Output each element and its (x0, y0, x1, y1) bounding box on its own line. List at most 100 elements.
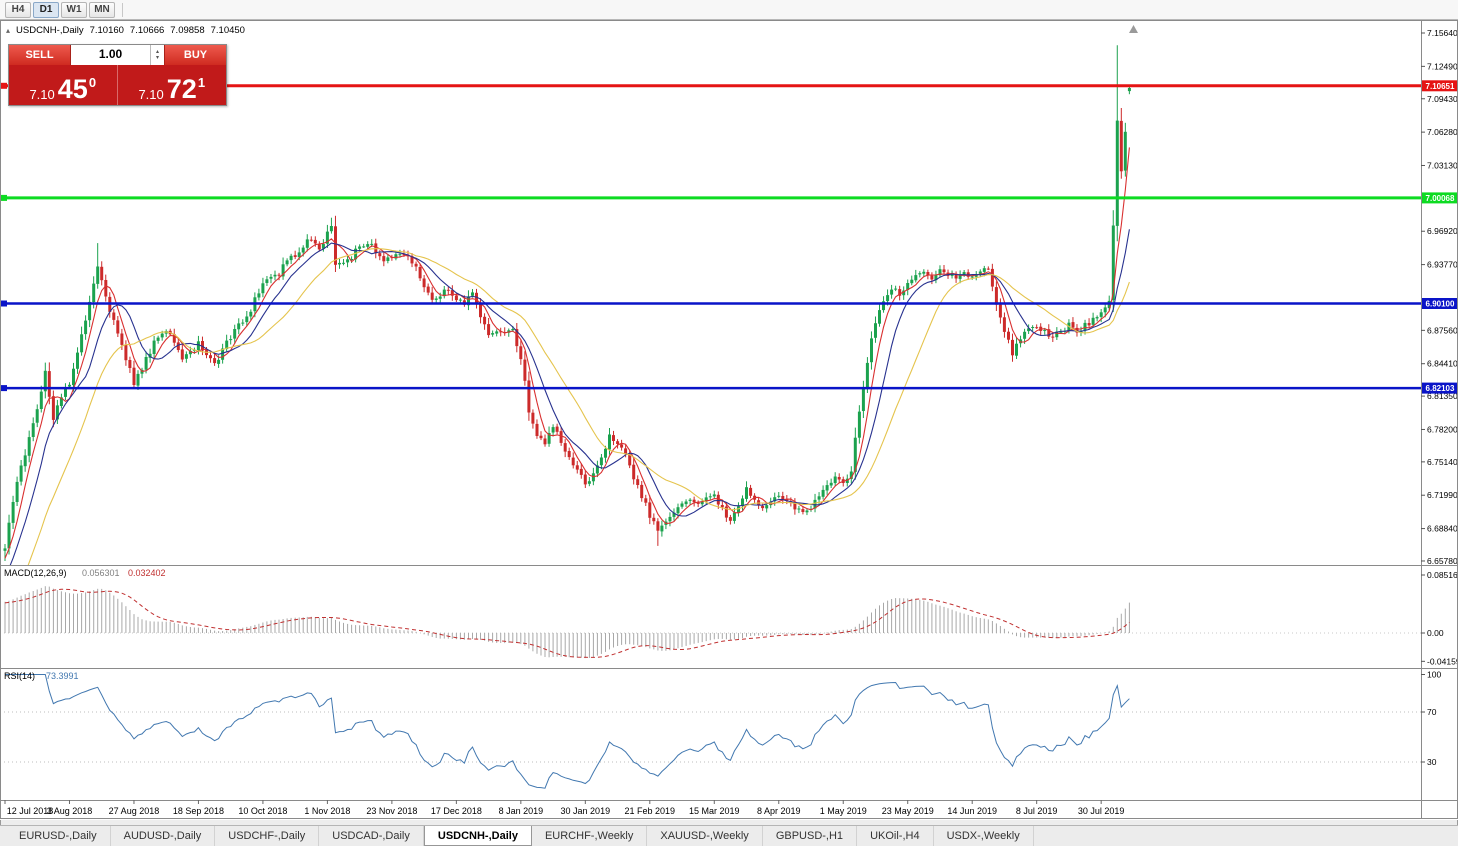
sell-price-panel[interactable]: 7.10 45 0 (9, 65, 118, 105)
chart-tab-gbpusd-h1[interactable]: GBPUSD-,H1 (763, 826, 858, 846)
price-axis-label: 7.06280 (1427, 127, 1458, 137)
close-value: 7.10450 (210, 25, 245, 36)
date-axis-label: 21 Feb 2019 (625, 806, 676, 816)
chart-tab-audusd-daily[interactable]: AUDUSD-,Daily (111, 826, 216, 846)
macd-label: MACD(12,26,9) (4, 568, 67, 578)
price-axis-label: 6.65780 (1427, 556, 1458, 566)
date-axis-label: 1 Nov 2018 (304, 806, 350, 816)
price-badge-label: 6.82103 (1426, 384, 1455, 393)
volume-input[interactable]: 1.00 ▴ ▾ (71, 45, 164, 65)
volume-up-icon[interactable]: ▴ (155, 49, 159, 55)
price-axis-label: 7.15640 (1427, 28, 1458, 38)
date-axis-label: 30 Jul 2019 (1078, 806, 1125, 816)
high-value: 7.10666 (129, 25, 165, 36)
chart-tab-usdx-weekly[interactable]: USDX-,Weekly (934, 826, 1034, 846)
date-axis-label: 15 Mar 2019 (689, 806, 740, 816)
line-handle[interactable] (1, 385, 7, 392)
rsi-axis-label: 30 (1427, 757, 1437, 767)
price-badge-label: 7.00068 (1426, 194, 1455, 203)
chart-tab-xauusd-weekly[interactable]: XAUUSD-,Weekly (647, 826, 763, 846)
chart-tab-usdcad-daily[interactable]: USDCAD-,Daily (319, 826, 424, 846)
date-axis-label: 17 Dec 2018 (431, 806, 482, 816)
rsi-line (5, 674, 1130, 789)
price-axis-label: 6.93770 (1427, 260, 1458, 270)
date-axis-label: 3 Aug 2018 (47, 806, 93, 816)
price-axis-label: 6.75140 (1427, 457, 1458, 467)
timeframe-button-mn[interactable]: MN (89, 1, 115, 18)
chart-background (0, 20, 1458, 820)
chart-tabs-bar: EURUSD-,Daily AUDUSD-,Daily USDCHF-,Daily U… (0, 825, 1458, 846)
buy-price-panel[interactable]: 7.10 72 1 (117, 65, 226, 105)
chart-tab-usdchf-daily[interactable]: USDCHF-,Daily (215, 826, 320, 846)
date-axis-label: 8 Apr 2019 (757, 806, 801, 816)
line-handle[interactable] (1, 194, 7, 201)
open-value: 7.10160 (89, 25, 124, 36)
price-axis-label: 6.81350 (1427, 391, 1458, 401)
macd-axis-label: -0.04159 (1427, 656, 1458, 666)
date-axis-label: 30 Jan 2019 (561, 806, 611, 816)
symbol-ohlc-readout: ▴ USDCNH-,Daily 7.10160 7.10666 7.09858 … (6, 25, 245, 36)
chart-tab-eurusd-daily[interactable]: EURUSD-,Daily (6, 826, 111, 846)
trade-controls-row: SELL 1.00 ▴ ▾ BUY (9, 45, 226, 65)
date-axis-label: 1 May 2019 (820, 806, 867, 816)
date-axis-label: 8 Jul 2019 (1016, 806, 1058, 816)
volume-stepper[interactable]: ▴ ▾ (150, 45, 164, 65)
price-axis-label: 6.84410 (1427, 359, 1458, 369)
price-axis-label: 6.96920 (1427, 226, 1458, 236)
sell-price-big: 45 (57, 74, 88, 105)
candles-layer (3, 45, 1131, 561)
price-axis-label: 6.87560 (1427, 325, 1458, 335)
price-axis-label: 7.03130 (1427, 160, 1458, 170)
macd-axis-label: 0.085164 (1427, 570, 1458, 580)
timeframe-button-d1[interactable]: D1 (33, 1, 59, 18)
chart-canvas[interactable]: 7.15640 7.12490 7.09430 7.06280 7.03130 6.969… (0, 20, 1458, 820)
price-badge-7.10651 (1422, 80, 1458, 92)
buy-button[interactable]: BUY (164, 45, 226, 65)
rsi-axis-label: 100 (1427, 670, 1441, 680)
date-axis-label: 14 Jun 2019 (947, 806, 997, 816)
date-axis-label: 8 Jan 2019 (499, 806, 544, 816)
macd-main-value: 0.056301 (82, 568, 120, 578)
price-badge-label: 6.90100 (1426, 299, 1455, 308)
low-value: 7.09858 (170, 25, 205, 36)
chart-window: 7.15640 7.12490 7.09430 7.06280 7.03130 6.969… (0, 20, 1458, 820)
sell-button[interactable]: SELL (9, 45, 71, 65)
date-axis-label: 23 Nov 2018 (366, 806, 417, 816)
chart-tab-ukoil-h4[interactable]: UKOil-,H4 (857, 826, 934, 846)
ma-line-10 (9, 229, 1130, 565)
chart-shift-marker-icon[interactable] (1129, 25, 1138, 33)
rsi-label: RSI(14) (4, 671, 35, 681)
volume-down-icon[interactable]: ▾ (155, 55, 159, 61)
price-axis-label: 7.12490 (1427, 61, 1458, 71)
price-axis-label: 6.68840 (1427, 524, 1458, 534)
price-badge-6.82103 (1422, 382, 1458, 394)
one-click-collapse-icon[interactable]: ▴ (6, 26, 11, 35)
chart-tab-eurchf-weekly[interactable]: EURCHF-,Weekly (532, 826, 648, 846)
chart-tab-usdcnh-daily[interactable]: USDCNH-,Daily (423, 826, 532, 846)
trade-prices-row: 7.10 45 0 7.10 72 1 (9, 65, 226, 105)
price-axis-label: 6.71990 (1427, 490, 1458, 500)
date-axis-label: 27 Aug 2018 (109, 806, 160, 816)
sell-price-pip: 0 (88, 75, 97, 90)
line-handle[interactable] (1, 82, 7, 89)
line-handle[interactable] (1, 300, 7, 307)
price-badge-6.90100 (1422, 298, 1458, 309)
price-axis-label: 7.09430 (1427, 94, 1458, 104)
timeframe-button-w1[interactable]: W1 (61, 1, 87, 18)
rsi-value: 73.3991 (46, 671, 79, 681)
buy-price-pip: 1 (197, 75, 206, 90)
price-badge-7.00068 (1422, 192, 1458, 204)
timeframe-button-h4[interactable]: H4 (5, 1, 31, 18)
macd-axis-label: 0.00 (1427, 628, 1444, 638)
price-badge-label: 7.10651 (1426, 82, 1455, 91)
macd-signal-line (4, 588, 1130, 658)
price-axis-label: 6.78200 (1427, 424, 1458, 434)
volume-value[interactable]: 1.00 (98, 47, 123, 61)
date-axis-label: 23 May 2019 (882, 806, 934, 816)
timeframe-toolbar: H4 D1 W1 MN (0, 0, 1458, 20)
buy-price-big: 72 (166, 74, 197, 105)
macd-histogram (4, 586, 1130, 659)
date-axis-label: 12 Jul 2018 (7, 806, 54, 816)
sell-price-small: 7.10 (29, 87, 55, 102)
